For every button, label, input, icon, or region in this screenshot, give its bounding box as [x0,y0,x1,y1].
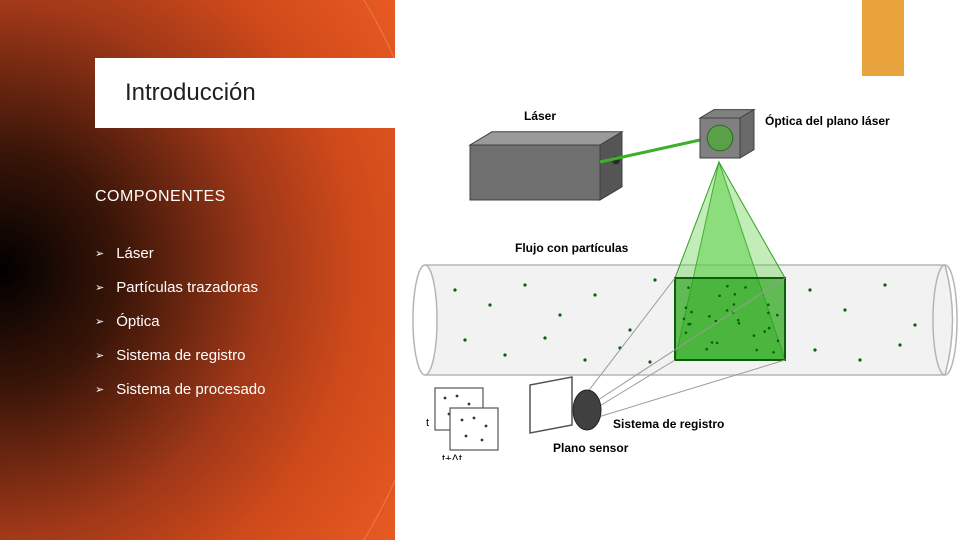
snapshot-dot [468,403,471,406]
list-item: ➢ Sistema de procesado [95,381,265,398]
optics-lens-icon [707,125,733,151]
slide: Introducción COMPONENTES ➢ Láser ➢ Partícu… [0,0,960,540]
particle-dot [913,323,916,326]
list-item: ➢ Óptica [95,313,265,330]
bullet-text: Sistema de procesado [116,381,265,398]
particle-dot [653,278,656,281]
particle-dot [733,303,736,306]
particle-dot [685,306,688,309]
section-heading: COMPONENTES [95,188,226,206]
particle-dot [772,351,775,354]
particle-dot [777,340,780,343]
particle-dot [763,330,766,333]
particle-dot [843,308,846,311]
particle-dot [503,353,506,356]
bullet-text: Láser [116,245,154,262]
particle-dot [767,303,770,306]
title-block: Introducción [95,58,395,128]
particle-dot [776,314,779,317]
chevron-right-icon: ➢ [95,281,104,294]
accent-tab [862,0,904,76]
particle-dot [737,319,740,322]
particle-dot [726,309,729,312]
diagram-label: Láser [524,109,556,123]
particle-dot [768,327,771,330]
particle-dot [705,348,708,351]
particle-dot [744,286,747,289]
snapshot-label: t [426,417,429,429]
snapshot-frame [450,408,498,450]
laser-front [470,145,600,200]
particle-dot [687,286,690,289]
list-item: ➢ Láser [95,245,265,262]
particle-dot [583,358,586,361]
chevron-right-icon: ➢ [95,315,104,328]
snapshot-dot [456,395,459,398]
particle-dot [726,285,729,288]
particle-dot [718,295,721,298]
snapshot-dot [485,425,488,428]
particle-dot [755,349,758,352]
particle-dot [734,293,737,296]
particle-dot [716,342,719,345]
particle-dot [813,348,816,351]
diagram-label: Óptica del plano láser [765,113,890,128]
channel-end [413,265,437,375]
bullet-text: Sistema de registro [116,347,245,364]
bullet-list: ➢ Láser ➢ Partículas trazadoras ➢ Óptica ➢ S… [95,245,265,415]
piv-diagram: t t+Δt Láser Óptica del plano láser Flujo co… [395,100,960,460]
laser-top [470,132,622,145]
particle-dot [808,288,811,291]
particle-dot [648,360,651,363]
diagram-label: Flujo con partículas [515,241,629,255]
bullet-text: Partículas trazadoras [116,279,258,296]
snapshot-dot [465,435,468,438]
chevron-right-icon: ➢ [95,383,104,396]
particle-dot [738,322,741,325]
particle-dot [685,332,688,335]
particle-dot [711,341,714,344]
snapshot-dot [461,419,464,422]
camera-lens-icon [573,390,601,430]
bullet-text: Óptica [116,313,159,330]
snapshot-dot [473,417,476,420]
particle-dot [463,338,466,341]
particle-dot [687,323,690,326]
particle-dot [558,313,561,316]
snapshot-dot [481,439,484,442]
snapshot-label: t+Δt [442,453,462,460]
diagram-label: Plano sensor [553,441,629,455]
particle-dot [690,311,693,314]
particle-dot [767,312,770,315]
optics-side [740,110,754,158]
particle-dot [683,318,686,321]
particle-dot [453,288,456,291]
chevron-right-icon: ➢ [95,247,104,260]
chevron-right-icon: ➢ [95,349,104,362]
particle-dot [543,336,546,339]
particle-dot [883,283,886,286]
diagram-label: Sistema de registro [613,417,724,431]
laser-sheet-back [675,162,785,278]
particle-dot [488,303,491,306]
particle-dot [708,315,711,318]
list-item: ➢ Sistema de registro [95,347,265,364]
particle-dot [523,283,526,286]
particle-dot [898,343,901,346]
page-title: Introducción [125,79,256,107]
particle-dot [593,293,596,296]
illuminated-plane [675,278,785,360]
particle-dot [628,328,631,331]
particle-dot [753,334,756,337]
sensor-plane [530,377,572,433]
list-item: ➢ Partículas trazadoras [95,279,265,296]
particle-dot [858,358,861,361]
snapshot-dot [444,397,447,400]
